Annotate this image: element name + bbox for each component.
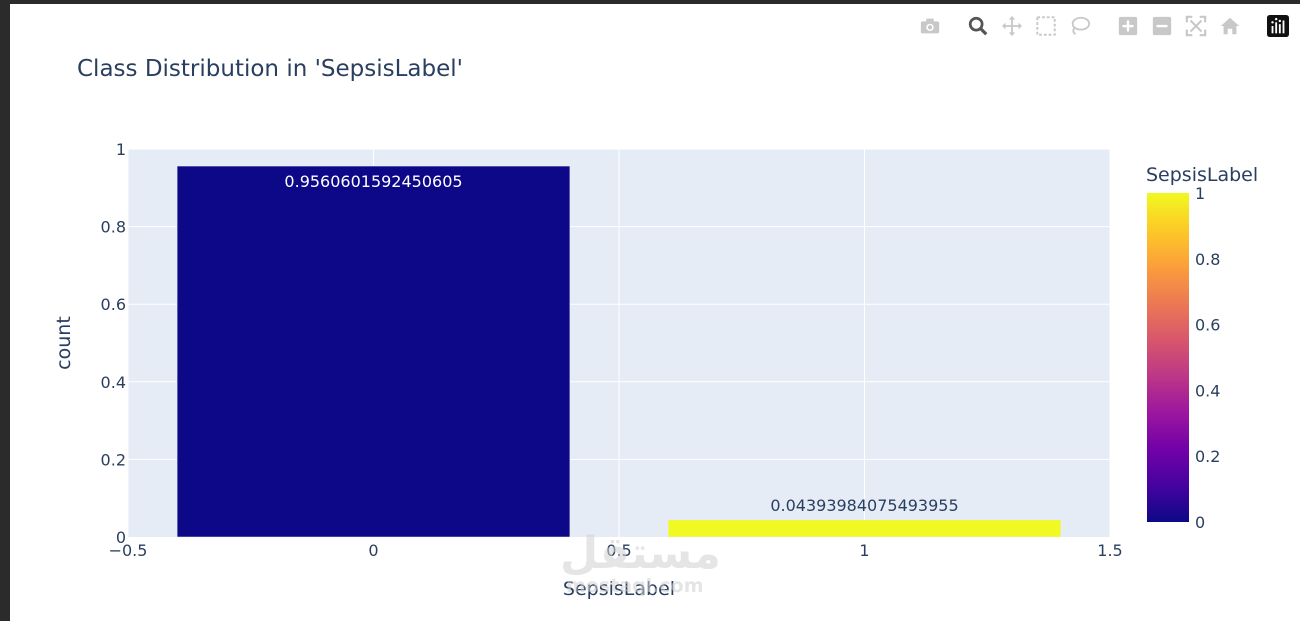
y-tick-label: 0.4 <box>101 373 126 392</box>
bar-label-1: 0.04393984075493955 <box>770 496 958 515</box>
zoom-icon[interactable] <box>966 14 990 38</box>
x-tick-label: −0.5 <box>109 541 148 560</box>
autoscale-icon[interactable] <box>1184 14 1208 38</box>
bar-label-0: 0.9560601592450605 <box>284 172 462 191</box>
lasso-icon[interactable] <box>1068 14 1092 38</box>
modebar <box>908 12 1290 40</box>
x-tick-label: 0 <box>368 541 378 560</box>
colorbar-tick-label: 0.8 <box>1195 250 1220 269</box>
colorbar-tick-label: 0 <box>1195 513 1205 532</box>
bar-1 <box>667 519 1062 538</box>
box-select-icon[interactable] <box>1034 14 1058 38</box>
colorbar-tick-label: 1 <box>1195 184 1205 203</box>
x-axis-title: SepsisLabel <box>563 578 675 600</box>
zoom-in-icon[interactable] <box>1116 14 1140 38</box>
colorbar-tick-label: 0.4 <box>1195 381 1220 400</box>
x-tick-label: 0.5 <box>606 541 631 560</box>
y-tick-label: 0.6 <box>101 295 126 314</box>
y-axis-title: count <box>53 316 75 370</box>
plotly-logo-icon[interactable] <box>1266 14 1290 38</box>
y-tick-label: 0.2 <box>101 450 126 469</box>
zoom-out-icon[interactable] <box>1150 14 1174 38</box>
y-tick-label: 1 <box>116 140 126 159</box>
colorbar-tick-label: 0.2 <box>1195 447 1220 466</box>
bar-0 <box>176 165 571 538</box>
camera-icon[interactable] <box>918 14 942 38</box>
x-tick-label: 1.5 <box>1097 541 1122 560</box>
x-tick-label: 1 <box>859 541 869 560</box>
pan-icon[interactable] <box>1000 14 1024 38</box>
colorbar <box>1147 193 1189 522</box>
chart-title: Class Distribution in 'SepsisLabel' <box>77 56 463 82</box>
colorbar-title: SepsisLabel <box>1146 164 1258 186</box>
y-tick-label: 0.8 <box>101 218 126 237</box>
colorbar-tick-label: 0.6 <box>1195 316 1220 335</box>
y-tick-label: 0 <box>116 528 126 547</box>
reset-axes-icon[interactable] <box>1218 14 1242 38</box>
